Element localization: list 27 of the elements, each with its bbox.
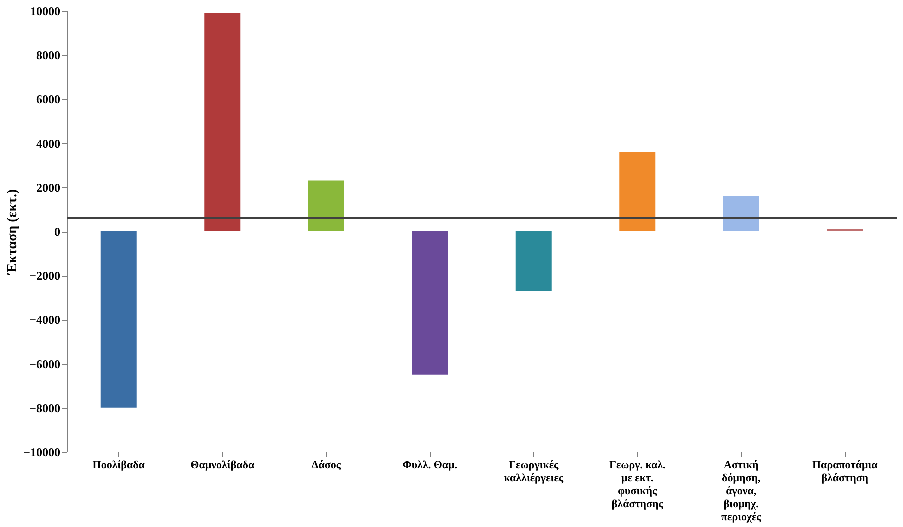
y-tick-label: 10000 xyxy=(30,4,60,18)
x-tick-label: Ποολίβαδα xyxy=(92,460,146,472)
bar xyxy=(204,13,241,232)
x-tick-label: Θαμνολίβαδα xyxy=(190,460,256,472)
y-tick-label: 4000 xyxy=(36,136,60,151)
y-tick-label: −4000 xyxy=(30,313,60,328)
y-tick-label: −10000 xyxy=(24,446,60,460)
y-tick-label: −6000 xyxy=(30,357,60,372)
x-tick-label: Φυλλ. Θαμ. xyxy=(402,460,458,472)
bar xyxy=(723,196,760,232)
y-tick-label: 6000 xyxy=(36,92,60,107)
y-tick-label: −8000 xyxy=(30,401,60,416)
x-tick-label: Αστική δόμηση, άγονα, βιομηχ. περιοχές xyxy=(721,460,762,524)
y-axis-title: Έκταση (εκτ.) xyxy=(6,189,21,276)
y-tick-label: −2000 xyxy=(30,269,60,284)
y-tick-label: 0 xyxy=(54,225,60,239)
x-tick-label: Δάσος xyxy=(312,460,342,472)
x-tick-label: Γεωργικές καλλιέργειες xyxy=(504,460,564,484)
y-tick-label: 8000 xyxy=(36,48,60,63)
bar xyxy=(100,232,137,408)
bar xyxy=(620,152,656,232)
y-tick-label: 2000 xyxy=(36,180,60,195)
bar xyxy=(412,232,448,375)
bar xyxy=(308,180,344,232)
x-tick-label: Γεωργ. καλ. με εκτ. φυσικής βλάστησης xyxy=(609,460,666,510)
bar xyxy=(516,232,552,292)
x-tick-label: Παραποτάμια βλάστηση xyxy=(812,460,879,484)
